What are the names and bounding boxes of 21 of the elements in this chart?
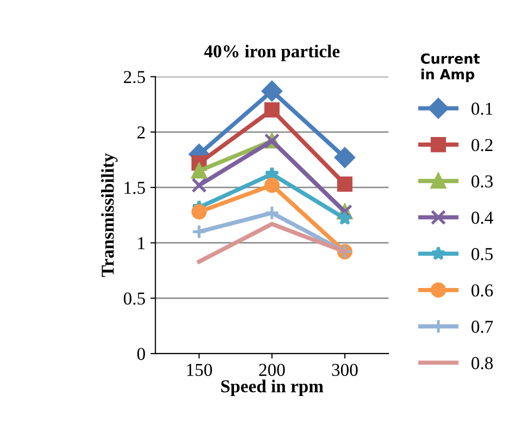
legend-label: 0.8 — [472, 357, 493, 370]
x-tick-label: 200 — [259, 364, 285, 376]
y-tick-label: 2 — [137, 126, 145, 138]
legend-label: 0.3 — [472, 175, 493, 188]
y-tick-label: 0.5 — [124, 292, 145, 305]
x-axis-title: Speed in rpm — [221, 380, 324, 396]
y-tick-label: 1 — [138, 237, 145, 250]
y-tick-label: 1.5 — [124, 182, 145, 194]
x-tick-label: 150 — [187, 364, 212, 376]
legend-title: Current in Amp — [420, 53, 480, 82]
legend-label: 0.5 — [472, 248, 493, 260]
x-tick-label: 300 — [332, 364, 358, 376]
legend-label: 0.6 — [472, 284, 493, 297]
legend-label: 0.7 — [472, 320, 493, 333]
legend-label: 0.4 — [472, 212, 494, 224]
legend-label: 0.1 — [472, 102, 492, 115]
y-tick-label: 2.5 — [124, 70, 145, 84]
y-axis-title: Transmissibility — [101, 153, 118, 277]
legend-label: 0.2 — [472, 138, 492, 152]
y-tick-label: 0 — [137, 348, 145, 360]
chart-title: 40% iron particle — [204, 44, 340, 62]
